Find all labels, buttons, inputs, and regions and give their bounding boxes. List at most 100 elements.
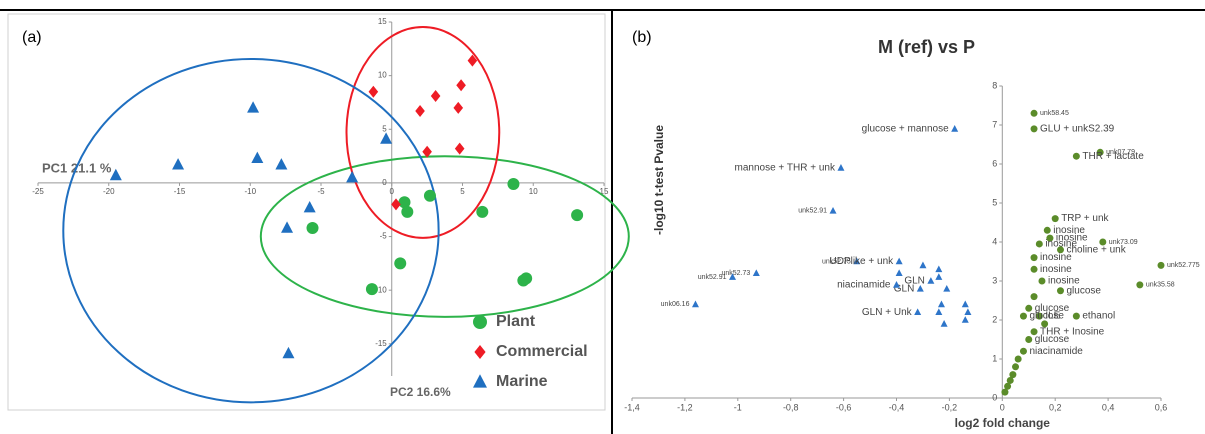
x-tick-label: 15 [600,187,609,196]
y-axis-label: PC2 16.6% [390,385,451,399]
point [275,158,288,170]
group-ellipse [62,57,440,404]
y-tick-label: 10 [378,71,387,80]
point [109,168,122,181]
panel-label: (a) [22,29,42,46]
point [935,308,943,315]
point [467,54,478,67]
x-tick-label: -20 [103,187,115,196]
point [380,132,393,144]
point [1030,125,1038,133]
point [1030,254,1038,262]
point-label: THR + Inosine [1040,326,1105,337]
x-tick-label: -5 [317,187,325,196]
point [927,277,935,284]
point-label: inosine [1045,239,1077,250]
y-tick-label: -15 [375,339,387,348]
point [453,101,464,114]
point [476,205,489,218]
y-tick-label: 6 [992,158,997,168]
point [964,308,972,315]
point [1009,371,1017,379]
point-label: niacinamide [837,280,891,291]
point-label: unk06.16 [661,301,690,308]
legend-marker [473,374,487,388]
legend-label: Commercial [496,343,588,360]
x-tick-label: 0,6 [1155,402,1168,412]
point-label: glucose [1035,334,1070,345]
point-label: glucose + mannose [862,124,949,135]
point [1030,293,1038,301]
point [1019,347,1027,355]
point [422,145,432,158]
point [829,206,837,214]
point [1051,215,1059,223]
point-label: glucose [1029,311,1064,322]
y-tick-label: -10 [375,285,387,294]
point [1001,388,1009,396]
point [571,209,584,222]
point [1025,304,1033,312]
point [520,272,533,285]
point [1035,240,1043,248]
point [961,316,969,323]
point [1004,382,1012,390]
point [454,142,465,155]
point-label: inosine [1040,264,1072,275]
point [303,200,316,213]
x-tick-label: -10 [244,187,256,196]
point [365,283,378,296]
point [935,273,943,280]
point [940,320,948,327]
point [172,158,185,170]
point [729,273,737,280]
point [423,189,436,202]
y-tick-label: 8 [992,80,997,90]
x-tick-label: -1 [734,402,742,412]
legend-label: Plant [496,313,536,330]
y-tick-label: 4 [992,236,997,246]
point-label: GLU + unkS2.39 [1040,124,1115,135]
point [1035,312,1043,320]
point [281,221,294,233]
point [430,90,441,103]
point [895,257,903,265]
point [401,205,414,218]
point-label: unk52.73 [722,270,751,277]
x-tick-label: -0,2 [942,402,958,412]
point [306,221,319,234]
point [691,300,699,308]
point-label: unk52.91 [698,274,727,281]
x-axis-label: log2 fold change [955,416,1051,430]
x-tick-label: -15 [174,187,186,196]
point [961,300,969,308]
point-label: unk52.91 [798,208,827,215]
point-label: inosine [1056,233,1088,244]
point-label: TRP + unk [1061,213,1109,224]
point [251,151,264,164]
legend-marker [473,315,487,329]
x-tick-label: 0,4 [1102,402,1115,412]
point [247,101,260,113]
x-tick-label: -25 [32,187,44,196]
point [1006,376,1014,384]
point [1014,355,1022,363]
point [1030,328,1038,336]
point [893,281,900,288]
point [1056,246,1064,254]
point [1072,152,1080,160]
point [1157,261,1165,269]
point-label: unk73.09 [1109,239,1138,246]
point [1025,336,1033,343]
x-tick-label: -1,2 [677,402,693,412]
x-tick-label: 10 [529,187,538,196]
point-label: mannose + THR + unk [735,163,836,174]
legend-marker [474,345,486,359]
point [1056,287,1064,295]
point [1043,226,1051,234]
chart-title: M (ref) vs P [878,37,975,57]
point [456,79,466,92]
x-tick-label: 5 [460,187,465,196]
